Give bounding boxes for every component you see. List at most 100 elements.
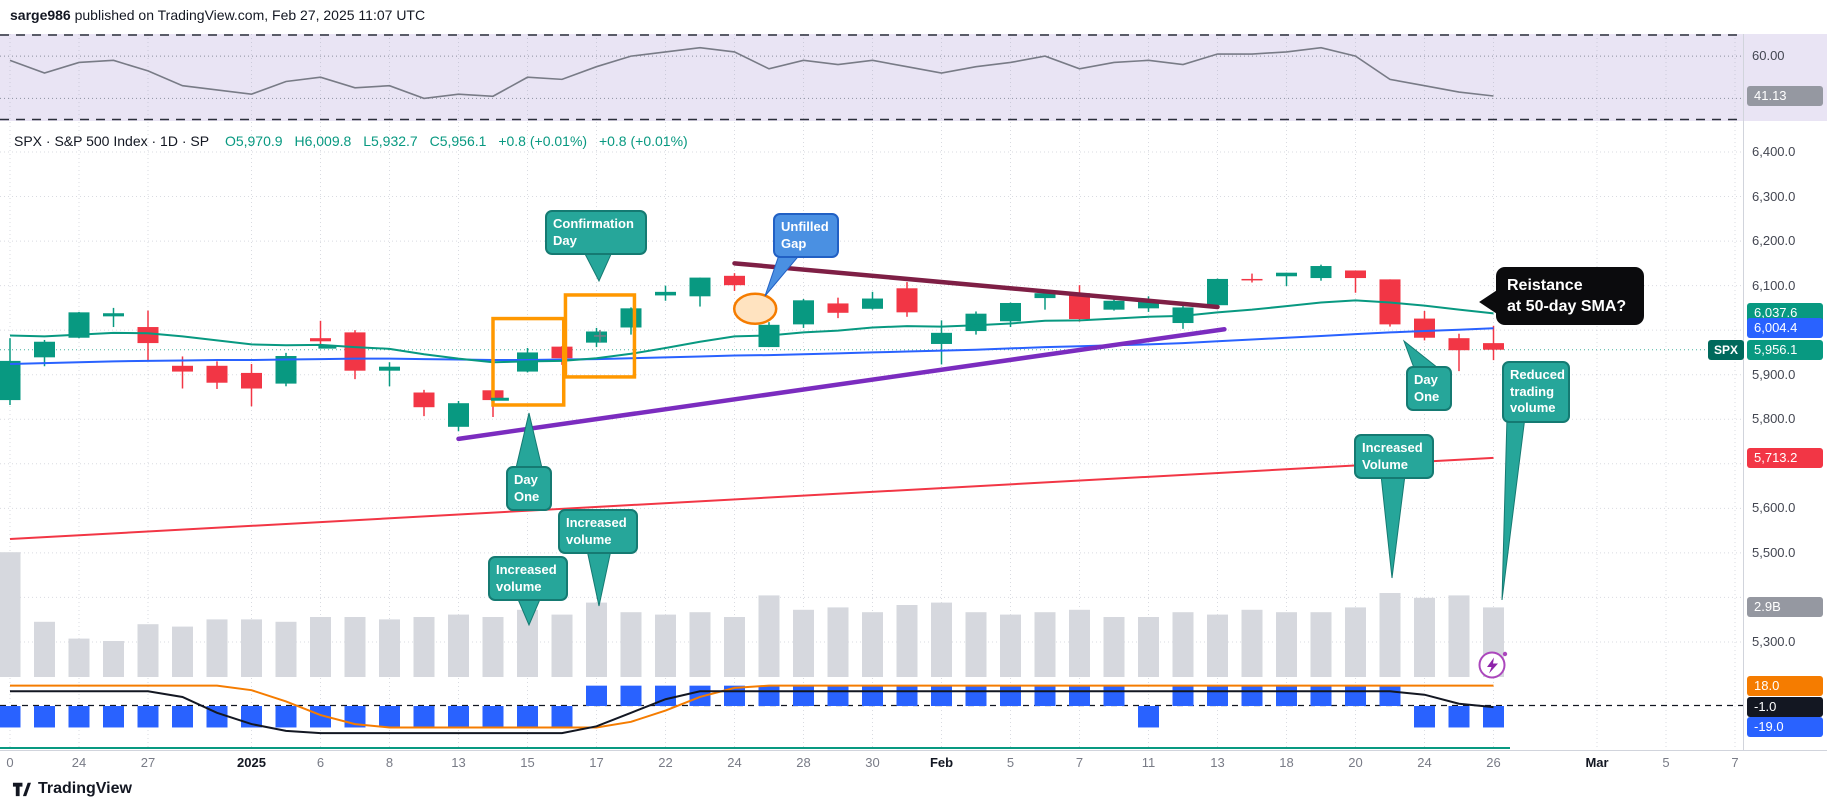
histogram-bar bbox=[758, 685, 780, 706]
volume-bar bbox=[68, 638, 90, 677]
footer-brand[interactable]: TradingView bbox=[12, 779, 132, 798]
callout-tail-confirmation-day bbox=[583, 251, 613, 283]
histogram-bar bbox=[827, 685, 849, 706]
candle-body bbox=[1138, 299, 1159, 309]
callout-increased-volume-2: Increased volume bbox=[558, 509, 638, 555]
histogram-bar bbox=[379, 706, 400, 728]
histogram-bar bbox=[1069, 685, 1090, 706]
volume-bar bbox=[172, 626, 193, 677]
candle-body bbox=[34, 341, 55, 358]
histogram-bar bbox=[1345, 685, 1366, 706]
histogram-bar bbox=[1034, 685, 1056, 706]
ma200-price-badge: 5,713.2 bbox=[1747, 448, 1823, 468]
candle-body bbox=[103, 313, 124, 317]
candle-body bbox=[379, 366, 400, 371]
histogram-bar bbox=[551, 706, 573, 728]
volume-bar bbox=[724, 617, 745, 677]
volume-bar bbox=[379, 619, 400, 677]
candle-body bbox=[862, 298, 883, 309]
orange-signal-line bbox=[10, 684, 1494, 729]
oscillator-line bbox=[9, 46, 1494, 100]
candle-body bbox=[620, 308, 642, 328]
boost-button[interactable] bbox=[1477, 648, 1510, 681]
callout-reduced-volume: Reduced trading volume bbox=[1502, 361, 1570, 423]
callout-day-one-2: Day One bbox=[1406, 366, 1452, 412]
volume-bar bbox=[931, 602, 952, 677]
candle-body bbox=[1276, 272, 1297, 277]
histogram-bar bbox=[1000, 685, 1021, 706]
candle-body bbox=[206, 365, 228, 383]
histogram-bar bbox=[862, 685, 883, 706]
candle-body bbox=[413, 392, 435, 408]
histogram-bar bbox=[931, 685, 952, 706]
volume-bar bbox=[517, 609, 538, 677]
volume-bar bbox=[689, 612, 711, 677]
candle-body bbox=[965, 313, 987, 332]
callout-tail-day-one-2 bbox=[1402, 339, 1440, 369]
candle-body bbox=[275, 355, 297, 384]
volume-bar bbox=[1000, 614, 1021, 677]
volume-bar bbox=[0, 552, 21, 677]
close-label: C bbox=[429, 133, 440, 149]
volume-bar bbox=[1207, 614, 1228, 677]
highlight-box bbox=[563, 293, 637, 379]
volume-bar bbox=[275, 621, 297, 677]
callout-unfilled-gap: Unfilled Gap bbox=[773, 213, 839, 259]
candle-body bbox=[896, 288, 918, 313]
symbol-legend: SPX · S&P 500 Index · 1D · SP O5,970.9 H… bbox=[14, 133, 696, 149]
histogram-bar bbox=[68, 706, 90, 728]
histogram-bar bbox=[482, 706, 504, 728]
candle-body bbox=[310, 338, 331, 342]
volume-bar bbox=[862, 612, 883, 677]
candle-body bbox=[1310, 266, 1332, 279]
symbol-title[interactable]: SPX · S&P 500 Index · 1D · SP bbox=[14, 133, 210, 149]
callout-tail-day-one-1 bbox=[515, 412, 543, 469]
volume-bar bbox=[310, 617, 331, 677]
callout-tail-reduced-volume bbox=[1501, 416, 1526, 601]
volume-bar bbox=[1241, 609, 1263, 677]
volume-bar bbox=[448, 614, 469, 677]
volume-bar bbox=[965, 612, 987, 677]
candle-body bbox=[1069, 293, 1090, 320]
open-label: O bbox=[224, 133, 236, 149]
callout-increased-volume-3: Increased Volume bbox=[1354, 434, 1434, 480]
volume-bar bbox=[1448, 595, 1470, 677]
candle-body bbox=[1241, 278, 1263, 281]
histogram-bar bbox=[1103, 685, 1125, 706]
high-label: H bbox=[294, 133, 305, 149]
candle-body bbox=[1345, 270, 1366, 279]
candle-body bbox=[586, 331, 607, 343]
histogram-bar bbox=[103, 706, 124, 728]
volume-bar bbox=[1034, 612, 1056, 677]
volume-bar bbox=[1276, 612, 1297, 677]
candle-body bbox=[241, 372, 262, 389]
histogram-bar bbox=[1379, 685, 1401, 706]
callout-tail-increased-volume-3 bbox=[1380, 474, 1406, 579]
change-extended-value: +0.8 (+0.01%) bbox=[598, 133, 688, 149]
candle-body bbox=[724, 275, 745, 286]
publish-info: published on TradingView.com, Feb 27, 20… bbox=[74, 7, 426, 23]
volume-bar bbox=[1414, 597, 1435, 677]
resistance-note-line2: at 50-day SMA? bbox=[1507, 298, 1627, 316]
black-signal-line bbox=[10, 690, 1494, 735]
publish-header: sarge986 published on TradingView.com, F… bbox=[10, 7, 425, 23]
histogram-bar bbox=[1172, 685, 1194, 706]
candle-body bbox=[689, 277, 711, 297]
volume-bar bbox=[758, 595, 780, 677]
histogram-blue-badge: -19.0 bbox=[1747, 717, 1823, 737]
histogram-bar bbox=[1310, 685, 1332, 706]
histogram-bar bbox=[965, 685, 987, 706]
histogram-bar bbox=[1448, 706, 1470, 728]
histogram-bar bbox=[1241, 685, 1263, 706]
close-value: 5,956.1 bbox=[439, 133, 487, 149]
candle-body bbox=[1483, 343, 1504, 350]
candle-body bbox=[448, 403, 469, 427]
candle-body bbox=[655, 291, 676, 296]
volume-bar bbox=[482, 617, 504, 677]
high-value: 6,009.8 bbox=[304, 133, 352, 149]
volume-bar bbox=[896, 605, 918, 677]
volume-bar bbox=[34, 621, 55, 677]
histogram-bar bbox=[1414, 706, 1435, 728]
